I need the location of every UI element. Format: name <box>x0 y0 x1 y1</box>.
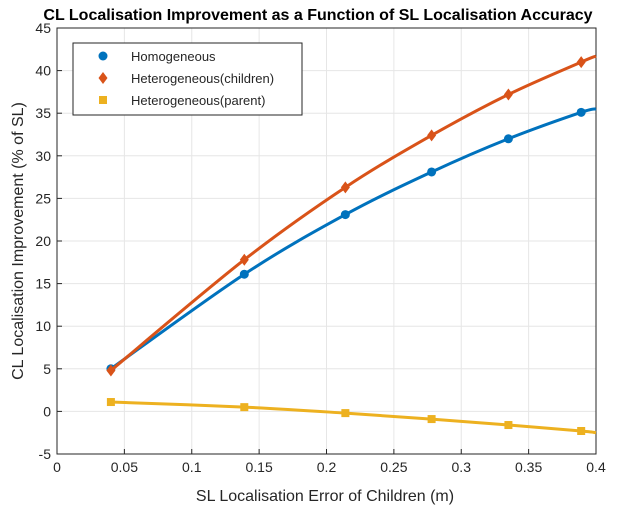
y-tick-label: 40 <box>35 63 51 79</box>
y-tick-label: 0 <box>43 403 51 419</box>
data-point <box>427 415 436 424</box>
x-tick-label: 0 <box>53 459 61 475</box>
legend: Homogeneous Heterogeneous(children) Hetero… <box>72 42 303 116</box>
data-point <box>106 398 115 407</box>
legend-entry: Homogeneous <box>131 49 216 64</box>
data-point <box>503 134 513 144</box>
data-point <box>340 181 350 194</box>
y-tick-label: 45 <box>35 20 51 36</box>
data-point <box>503 88 513 101</box>
x-tick-label: 0.4 <box>586 459 606 475</box>
series-layer <box>106 54 597 435</box>
x-tick-label: 0.1 <box>182 459 202 475</box>
series-line <box>110 400 597 435</box>
y-tick-label: 5 <box>43 361 51 377</box>
x-axis-label: SL Localisation Error of Children (m) <box>196 488 454 505</box>
y-tick-label: 25 <box>35 190 51 206</box>
series-line <box>109 54 597 372</box>
data-point <box>576 107 586 117</box>
data-point <box>576 56 586 69</box>
data-point <box>504 421 513 430</box>
series-1 <box>106 107 597 374</box>
x-tick-label: 0.3 <box>452 459 472 475</box>
x-tick-label: 0.2 <box>317 459 337 475</box>
legend-entry: Heterogeneous(children) <box>131 71 274 86</box>
series-2 <box>106 54 597 377</box>
grid <box>56 27 597 455</box>
data-point <box>239 269 249 279</box>
chart-title: CL Localisation Improvement as a Functio… <box>43 7 592 24</box>
x-tick-label: 0.15 <box>246 459 273 475</box>
y-tick-label: 10 <box>35 318 51 334</box>
data-point <box>340 210 350 220</box>
legend-marker <box>99 96 107 104</box>
legend-marker <box>98 51 108 61</box>
legend-box <box>72 42 303 116</box>
y-tick-label: 20 <box>35 233 51 249</box>
data-point <box>427 167 437 177</box>
y-tick-label: 30 <box>35 148 51 164</box>
legend-entry: Heterogeneous(parent) <box>131 93 265 108</box>
x-tick-label: 0.25 <box>380 459 407 475</box>
legend-marker <box>98 72 108 84</box>
series-3 <box>106 398 597 435</box>
y-tick-label: 35 <box>35 105 51 121</box>
data-point <box>239 253 249 266</box>
data-point <box>240 403 249 412</box>
series-line <box>110 107 597 371</box>
y-tick-label: -5 <box>39 446 52 462</box>
y-tick-label: 15 <box>35 276 51 292</box>
x-tick-label: 0.05 <box>111 459 138 475</box>
data-point <box>427 129 437 142</box>
data-point <box>341 409 350 418</box>
ticks: 0 0.05 0.1 0.15 0.2 0.25 0.3 0.35 0.4-5051015202… <box>35 20 606 475</box>
x-tick-label: 0.35 <box>515 459 542 475</box>
y-axis-label: CL Localisation Improvement (% of SL) <box>10 102 27 380</box>
data-point <box>577 426 586 435</box>
data-point <box>106 364 116 377</box>
